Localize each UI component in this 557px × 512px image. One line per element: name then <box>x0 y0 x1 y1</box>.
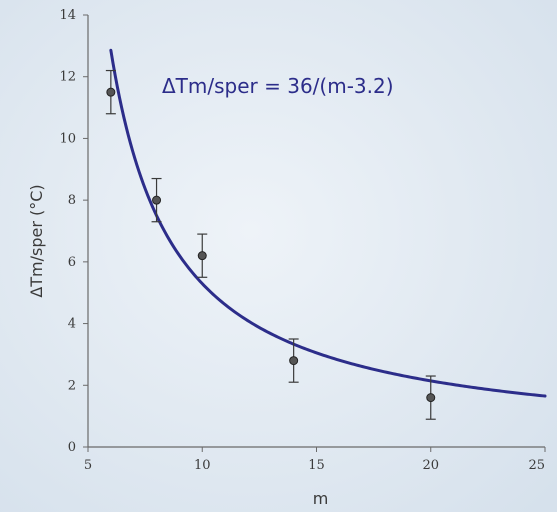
y-axis-title: ΔTm/sper (°C) <box>27 184 46 297</box>
x-axis-title: m <box>313 489 329 508</box>
fit-curve-line <box>109 48 547 398</box>
y-tick-label-4: 8 <box>68 193 76 208</box>
data-point-2 <box>197 251 207 261</box>
x-tick-label-1: 10 <box>194 458 211 473</box>
y-tick-label-1: 2 <box>68 378 76 393</box>
y-tick-label-6: 12 <box>59 70 76 85</box>
data-point-1 <box>152 195 162 205</box>
x-tick-label-3: 20 <box>422 458 439 473</box>
x-tick-label-0: 5 <box>84 458 92 473</box>
data-point-3 <box>289 356 299 366</box>
equation-annotation: ΔTm/sper = 36/(m-3.2) <box>162 74 394 98</box>
y-tick-label-5: 10 <box>59 131 76 146</box>
y-tick-label-2: 4 <box>68 317 76 332</box>
x-tick-label-2: 15 <box>308 458 325 473</box>
y-tick-label-3: 6 <box>68 255 76 270</box>
x-tick-label-4: 25 <box>528 458 545 473</box>
y-tick-label-0: 0 <box>68 440 76 455</box>
data-point-0 <box>106 87 116 97</box>
y-tick-label-7: 14 <box>59 8 76 23</box>
data-point-4 <box>426 393 436 403</box>
